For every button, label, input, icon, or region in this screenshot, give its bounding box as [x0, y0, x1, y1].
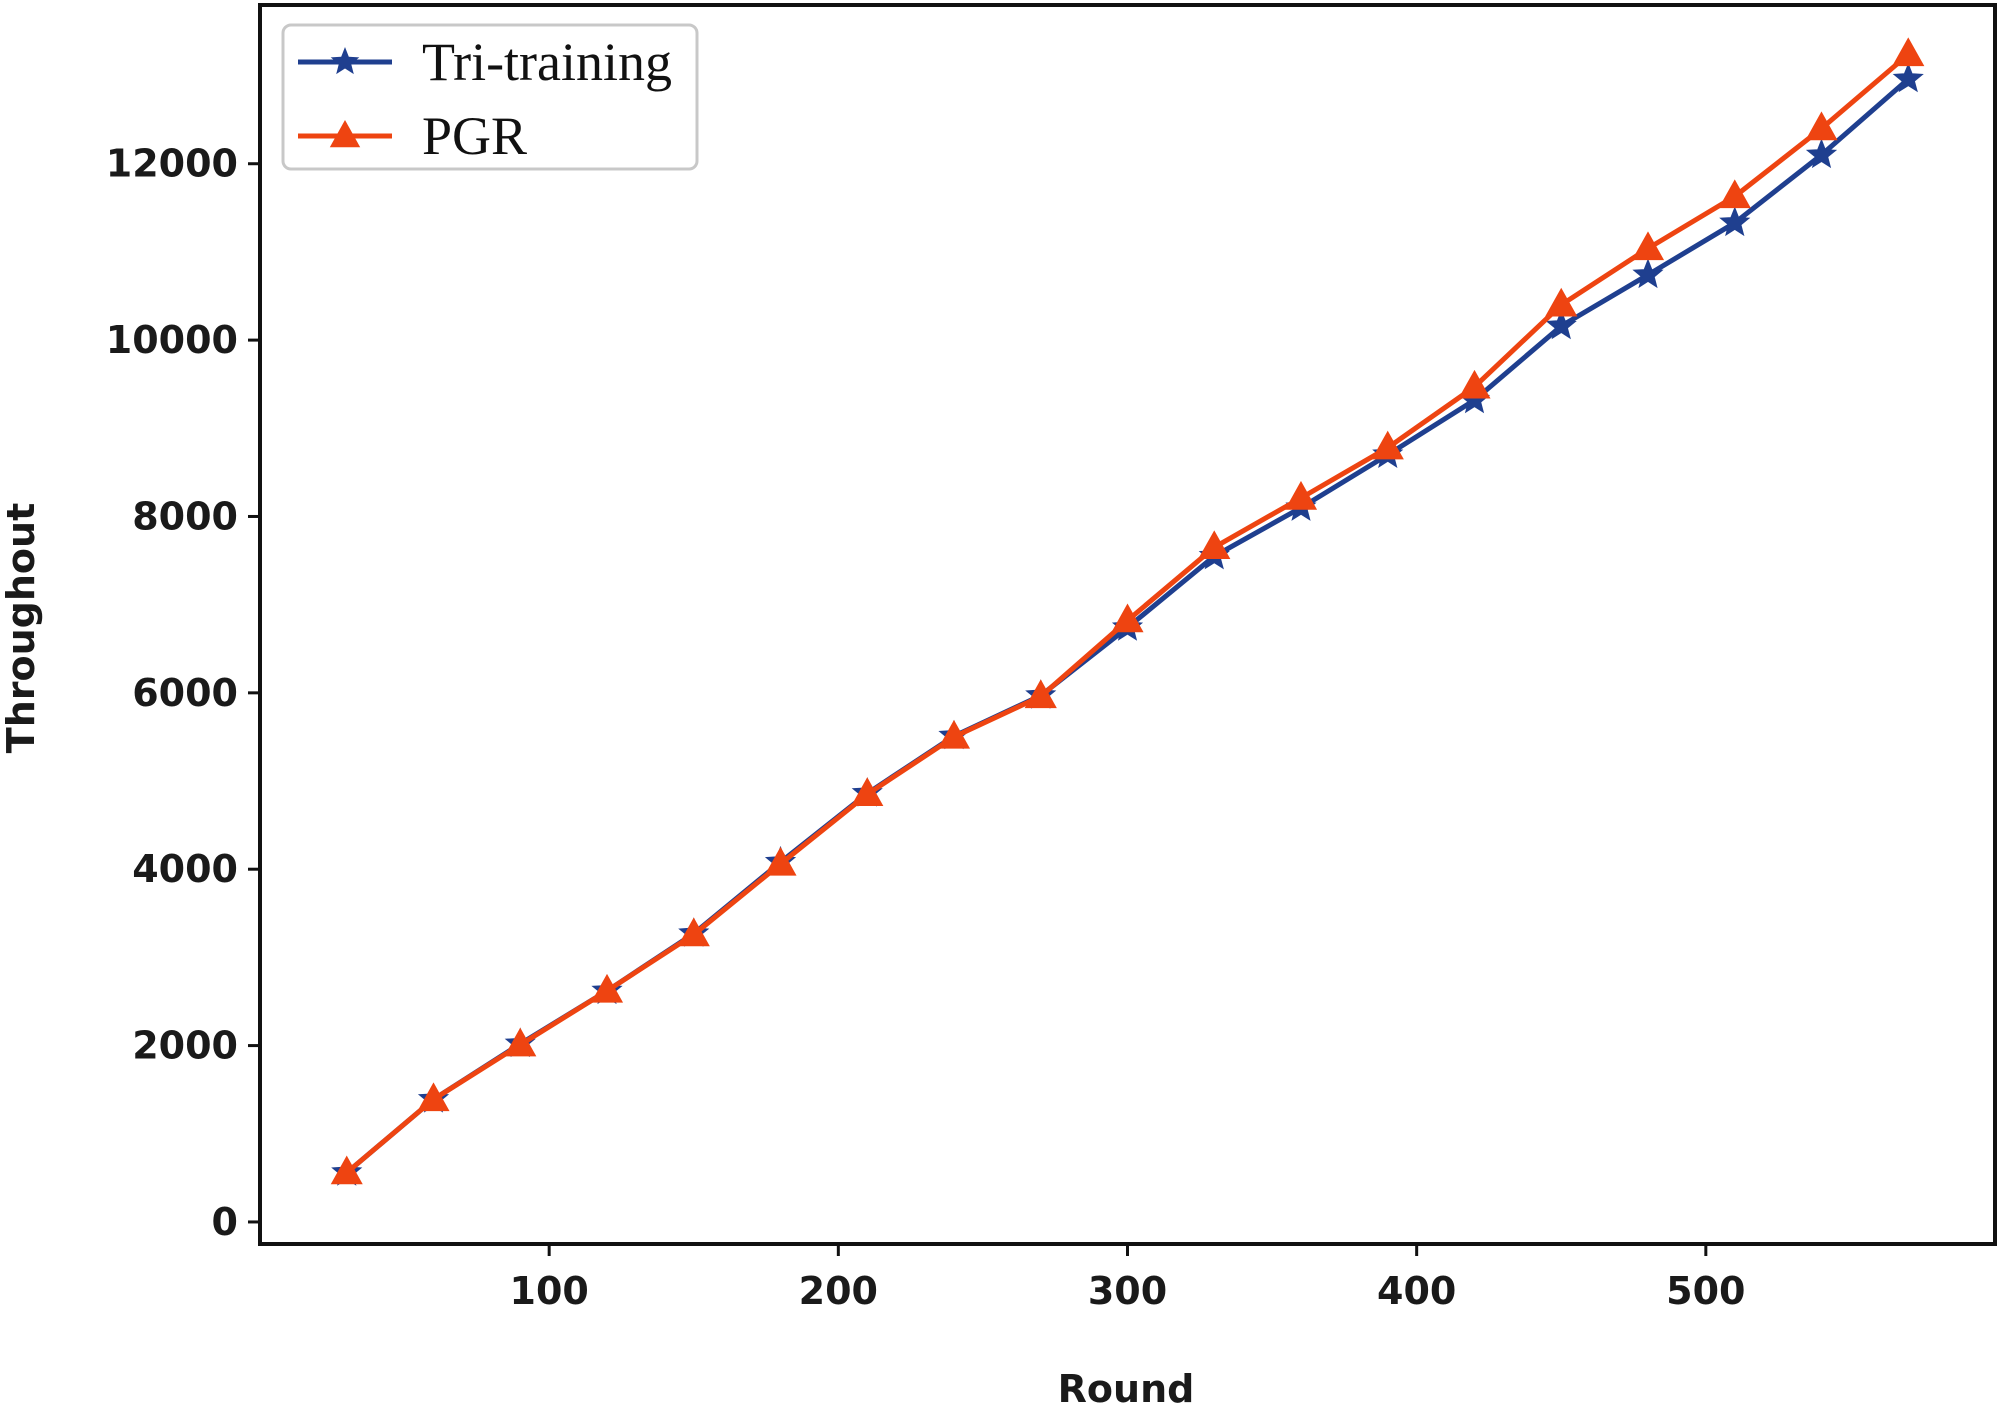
y-tick-label: 6000: [132, 671, 238, 715]
data-point: [417, 1082, 450, 1112]
data-point: [937, 719, 971, 749]
series-pgr: [330, 37, 1925, 1185]
legend-entry: PGR: [298, 106, 527, 166]
data-point: [1718, 179, 1751, 209]
y-tick-label: 8000: [132, 494, 238, 538]
x-tick-label: 500: [1666, 1269, 1745, 1313]
data-point: [1024, 679, 1057, 709]
data-point: [504, 1027, 537, 1057]
legend-marker: [329, 120, 361, 148]
y-axis-label: Throughout: [0, 503, 43, 753]
y-axis-ticks: 0 2000 4000 6000 8000 10000 12000: [106, 142, 260, 1244]
data-point: [1111, 603, 1144, 633]
x-tick-label: 200: [799, 1269, 878, 1313]
series-layer: [330, 37, 1925, 1186]
x-axis-ticks: 100 200 300 400 500: [510, 1244, 1745, 1313]
data-point: [1545, 309, 1577, 340]
data-point: [1892, 62, 1924, 93]
x-tick-label: 300: [1088, 1269, 1167, 1313]
legend-marker: [330, 47, 360, 75]
data-point: [851, 777, 884, 806]
data-point: [1892, 37, 1925, 67]
data-point: [677, 917, 710, 947]
x-tick-label: 100: [510, 1269, 589, 1313]
y-tick-label: 2000: [132, 1024, 238, 1068]
y-tick-label: 12000: [106, 142, 238, 186]
data-point: [1805, 138, 1838, 169]
data-point: [1545, 287, 1578, 317]
data-point: [1284, 480, 1318, 510]
legend: Tri-training PGR: [281, 23, 699, 171]
legend-entry: Tri-training: [298, 32, 672, 92]
data-point: [1719, 206, 1751, 237]
data-point: [1371, 430, 1404, 460]
y-tick-label: 4000: [132, 847, 238, 891]
x-axis-label: Round: [1058, 1367, 1195, 1411]
legend-entries: Tri-training PGR: [298, 32, 672, 166]
data-point: [330, 1155, 363, 1185]
legend-label: Tri-training: [422, 32, 672, 92]
x-tick-label: 400: [1377, 1269, 1456, 1313]
data-point: [590, 973, 624, 1003]
data-point: [764, 846, 797, 876]
data-point: [1198, 530, 1231, 559]
data-point: [1631, 231, 1665, 261]
y-tick-label: 10000: [106, 318, 238, 362]
data-point: [1458, 369, 1491, 399]
y-tick-label: 0: [212, 1200, 238, 1244]
legend-label: PGR: [422, 106, 527, 166]
data-point: [1805, 111, 1838, 141]
data-point: [1632, 258, 1664, 289]
